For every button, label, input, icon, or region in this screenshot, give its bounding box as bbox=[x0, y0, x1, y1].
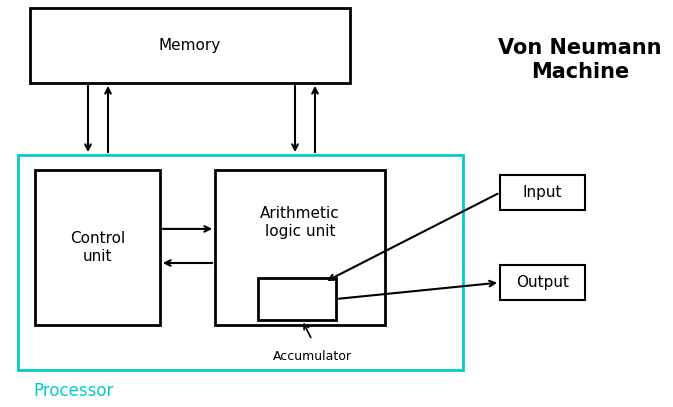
Text: Memory: Memory bbox=[159, 38, 221, 53]
Text: Arithmetic
logic unit: Arithmetic logic unit bbox=[260, 206, 340, 239]
Bar bbox=[30, 8, 350, 83]
Bar bbox=[258, 278, 336, 320]
Text: Von Neumann
Machine: Von Neumann Machine bbox=[498, 38, 662, 81]
Bar bbox=[500, 265, 585, 300]
Bar bbox=[18, 155, 463, 370]
Bar bbox=[215, 170, 385, 325]
Text: Control
unit: Control unit bbox=[70, 231, 125, 264]
Text: Processor: Processor bbox=[33, 382, 113, 400]
Bar bbox=[35, 170, 160, 325]
Bar bbox=[500, 175, 585, 210]
Text: Input: Input bbox=[523, 185, 562, 200]
Text: Accumulator: Accumulator bbox=[273, 350, 351, 363]
Text: Output: Output bbox=[516, 275, 569, 290]
